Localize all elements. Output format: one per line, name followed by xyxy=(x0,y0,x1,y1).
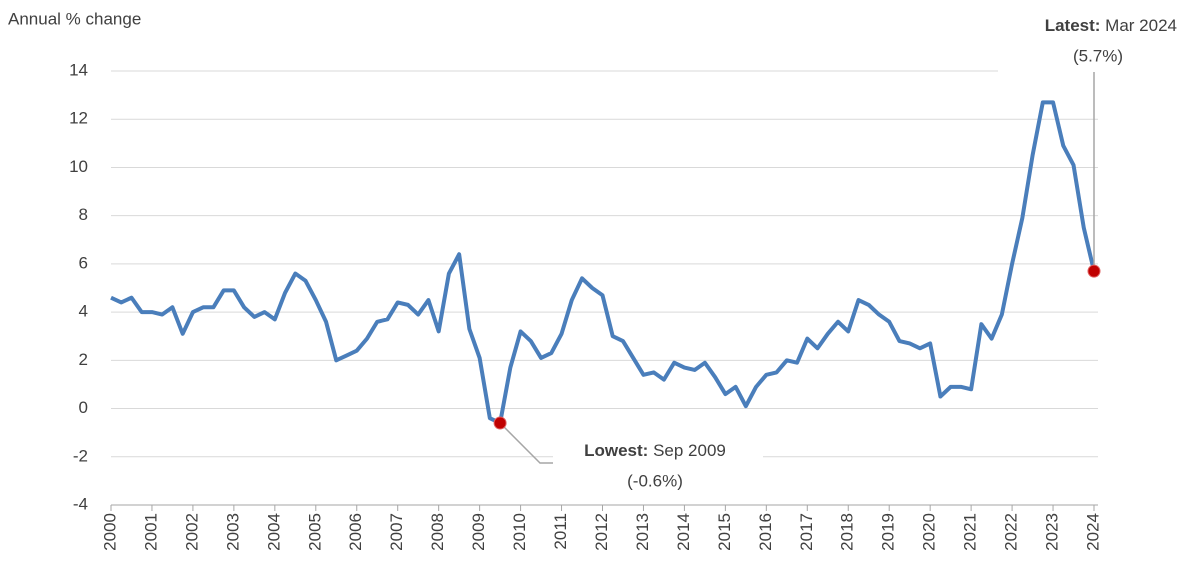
x-tick-label: 2009 xyxy=(469,513,488,551)
annotation-date: Sep 2009 xyxy=(653,441,726,460)
y-tick-label: -4 xyxy=(73,494,88,513)
x-tick-label: 2022 xyxy=(1002,513,1021,551)
x-tick-label: 2004 xyxy=(264,513,283,551)
y-tick-label: 2 xyxy=(79,350,88,369)
x-tick-label: 2011 xyxy=(551,513,570,550)
x-tick-label: 2018 xyxy=(838,513,857,551)
data-line xyxy=(110,100,1096,426)
y-tick-label: -2 xyxy=(73,446,88,465)
x-tick-label: 2017 xyxy=(797,513,816,551)
y-tick-label: 6 xyxy=(79,253,88,272)
x-tick-label: 2003 xyxy=(223,513,242,551)
x-tick-label: 2006 xyxy=(346,513,365,551)
y-tick-label: 0 xyxy=(79,398,88,417)
x-tick-label: 2013 xyxy=(633,513,652,551)
x-tick-label: 2016 xyxy=(756,513,775,551)
annotation-leader xyxy=(499,422,553,464)
annotation-value-label: (-0.6%) xyxy=(627,471,683,490)
y-tick-label: 8 xyxy=(79,205,88,224)
annotation-label: Lowest: Sep 2009 xyxy=(584,441,726,460)
x-tick-label: 2008 xyxy=(428,513,447,551)
x-tick-label: 2010 xyxy=(510,513,529,551)
x-tick-label: 2001 xyxy=(141,513,160,551)
x-tick-label: 2024 xyxy=(1083,513,1102,551)
x-tick-label: 2019 xyxy=(879,513,898,551)
annotation-bold: Lowest: xyxy=(584,441,648,460)
y-tick-label: 10 xyxy=(69,157,88,176)
annotation-date: Mar 2024 xyxy=(1105,16,1177,35)
annotation-bold: Latest: xyxy=(1045,16,1101,35)
x-tick-label: 2014 xyxy=(674,513,693,551)
annotation-label: Latest: Mar 2024 xyxy=(1045,16,1177,35)
highlight-marker xyxy=(1087,264,1101,278)
x-tick-label: 2020 xyxy=(920,513,939,551)
annotation-background xyxy=(553,438,763,498)
y-axis-label: Annual % change xyxy=(8,9,141,28)
x-tick-label: 2015 xyxy=(715,513,734,551)
x-tick-label: 2007 xyxy=(387,513,406,551)
y-tick-label: 4 xyxy=(79,302,88,321)
x-tick-label: 2023 xyxy=(1043,513,1062,551)
x-tick-label: 2021 xyxy=(961,513,980,551)
x-tick-label: 2005 xyxy=(305,513,324,551)
x-tick-label: 2002 xyxy=(182,513,201,551)
highlight-marker xyxy=(493,416,507,430)
y-tick-label: 14 xyxy=(69,60,88,79)
x-tick-label: 2012 xyxy=(592,513,611,551)
annotation-value-label: (5.7%) xyxy=(1073,46,1123,65)
x-tick-label: 2000 xyxy=(100,513,119,551)
y-tick-label: 12 xyxy=(69,109,88,128)
